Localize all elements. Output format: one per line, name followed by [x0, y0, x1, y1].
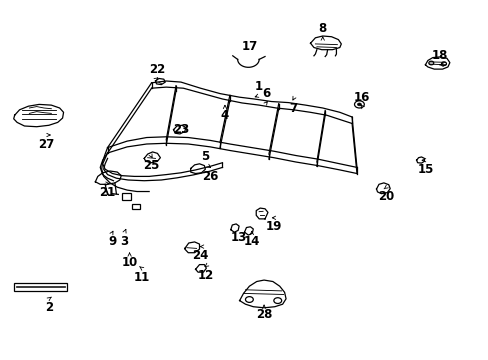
Text: 24: 24 [192, 249, 208, 262]
Text: 18: 18 [431, 49, 447, 62]
Text: 14: 14 [243, 235, 260, 248]
Text: 13: 13 [230, 231, 246, 244]
Text: 16: 16 [353, 91, 369, 104]
Text: 9: 9 [108, 235, 116, 248]
Text: 11: 11 [133, 271, 150, 284]
Text: 20: 20 [377, 190, 394, 203]
Text: 22: 22 [149, 63, 165, 76]
Circle shape [357, 103, 361, 106]
Text: 28: 28 [255, 309, 272, 321]
Text: 17: 17 [241, 40, 257, 53]
Text: 2: 2 [45, 301, 53, 314]
Text: 8: 8 [318, 22, 326, 35]
Text: 6: 6 [262, 87, 270, 100]
Text: 25: 25 [143, 159, 160, 172]
Text: 5: 5 [201, 150, 209, 163]
Text: 27: 27 [38, 138, 55, 150]
Text: 12: 12 [197, 269, 213, 282]
Text: 7: 7 [289, 102, 297, 114]
Text: 4: 4 [221, 109, 228, 122]
Text: 23: 23 [172, 123, 189, 136]
Text: 1: 1 [255, 80, 263, 93]
Text: 26: 26 [202, 170, 218, 183]
Text: 19: 19 [265, 220, 282, 233]
Text: 21: 21 [99, 186, 116, 199]
Text: 15: 15 [416, 163, 433, 176]
Text: 10: 10 [121, 256, 138, 269]
Text: 3: 3 [121, 235, 128, 248]
